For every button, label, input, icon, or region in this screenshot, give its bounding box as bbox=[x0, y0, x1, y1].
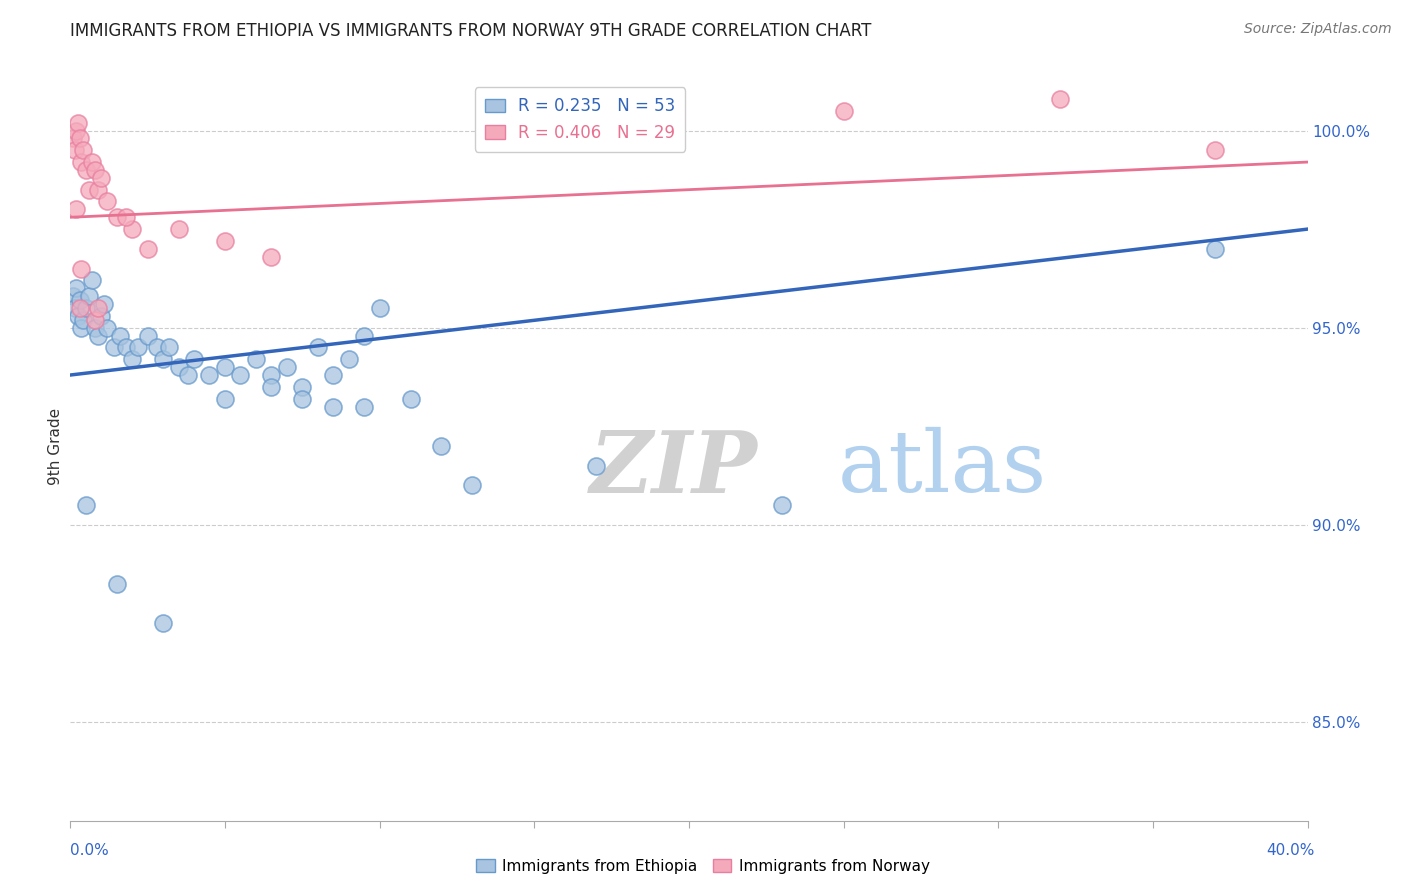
Point bbox=[127, 340, 149, 354]
Point bbox=[167, 222, 190, 236]
Point bbox=[368, 301, 391, 315]
Point bbox=[276, 360, 298, 375]
Point bbox=[62, 131, 84, 145]
Point bbox=[337, 352, 360, 367]
Legend: R = 0.235   N = 53, R = 0.406   N = 29: R = 0.235 N = 53, R = 0.406 N = 29 bbox=[475, 87, 685, 152]
Point bbox=[770, 498, 793, 512]
Point bbox=[291, 380, 314, 394]
Point bbox=[152, 616, 174, 631]
Point bbox=[75, 301, 97, 315]
Point bbox=[69, 131, 91, 145]
Point bbox=[77, 183, 100, 197]
Point bbox=[167, 360, 190, 375]
Point bbox=[1049, 92, 1071, 106]
Point bbox=[183, 352, 205, 367]
Point bbox=[72, 143, 94, 157]
Point bbox=[322, 368, 344, 382]
Point bbox=[77, 289, 100, 303]
Point bbox=[63, 143, 86, 157]
Text: 40.0%: 40.0% bbox=[1267, 843, 1315, 858]
Point bbox=[96, 194, 118, 209]
Point bbox=[136, 242, 159, 256]
Point bbox=[1204, 143, 1226, 157]
Point bbox=[108, 328, 131, 343]
Point bbox=[70, 261, 93, 276]
Point bbox=[67, 309, 90, 323]
Point bbox=[353, 328, 375, 343]
Point bbox=[90, 309, 112, 323]
Point bbox=[84, 313, 107, 327]
Point bbox=[121, 352, 143, 367]
Point bbox=[67, 115, 90, 129]
Point bbox=[105, 211, 128, 225]
Point bbox=[75, 498, 97, 512]
Point bbox=[115, 211, 138, 225]
Point bbox=[62, 289, 84, 303]
Point bbox=[157, 340, 180, 354]
Point bbox=[84, 163, 107, 178]
Point bbox=[115, 340, 138, 354]
Point bbox=[65, 123, 87, 137]
Point bbox=[90, 170, 112, 185]
Point bbox=[93, 297, 115, 311]
Point bbox=[87, 301, 110, 315]
Point bbox=[260, 380, 283, 394]
Point bbox=[245, 352, 267, 367]
Point bbox=[96, 320, 118, 334]
Point bbox=[399, 392, 422, 406]
Point bbox=[177, 368, 200, 382]
Point bbox=[63, 301, 86, 315]
Point bbox=[430, 439, 453, 453]
Point bbox=[322, 400, 344, 414]
Point bbox=[832, 103, 855, 118]
Point bbox=[105, 577, 128, 591]
Point bbox=[214, 234, 236, 248]
Point bbox=[84, 320, 107, 334]
Point bbox=[1204, 242, 1226, 256]
Point bbox=[461, 478, 484, 492]
Point bbox=[146, 340, 169, 354]
Point bbox=[103, 340, 125, 354]
Point bbox=[136, 328, 159, 343]
Point bbox=[87, 183, 110, 197]
Point bbox=[70, 320, 93, 334]
Legend: Immigrants from Ethiopia, Immigrants from Norway: Immigrants from Ethiopia, Immigrants fro… bbox=[470, 853, 936, 880]
Point bbox=[65, 202, 87, 217]
Point bbox=[87, 328, 110, 343]
Point bbox=[214, 360, 236, 375]
Point bbox=[229, 368, 252, 382]
Point bbox=[585, 458, 607, 473]
Point bbox=[152, 352, 174, 367]
Point bbox=[291, 392, 314, 406]
Point bbox=[198, 368, 221, 382]
Text: Source: ZipAtlas.com: Source: ZipAtlas.com bbox=[1244, 22, 1392, 37]
Point bbox=[69, 293, 91, 307]
Point bbox=[80, 273, 103, 287]
Y-axis label: 9th Grade: 9th Grade bbox=[48, 408, 63, 484]
Point bbox=[307, 340, 329, 354]
Point bbox=[214, 392, 236, 406]
Text: ZIP: ZIP bbox=[591, 426, 758, 510]
Point bbox=[72, 313, 94, 327]
Point bbox=[65, 281, 87, 295]
Text: IMMIGRANTS FROM ETHIOPIA VS IMMIGRANTS FROM NORWAY 9TH GRADE CORRELATION CHART: IMMIGRANTS FROM ETHIOPIA VS IMMIGRANTS F… bbox=[70, 22, 872, 40]
Point bbox=[70, 155, 93, 169]
Point bbox=[353, 400, 375, 414]
Text: 0.0%: 0.0% bbox=[70, 843, 110, 858]
Text: atlas: atlas bbox=[838, 427, 1046, 510]
Point bbox=[121, 222, 143, 236]
Point bbox=[69, 301, 91, 315]
Point bbox=[80, 155, 103, 169]
Point bbox=[75, 163, 97, 178]
Point bbox=[260, 368, 283, 382]
Point bbox=[260, 250, 283, 264]
